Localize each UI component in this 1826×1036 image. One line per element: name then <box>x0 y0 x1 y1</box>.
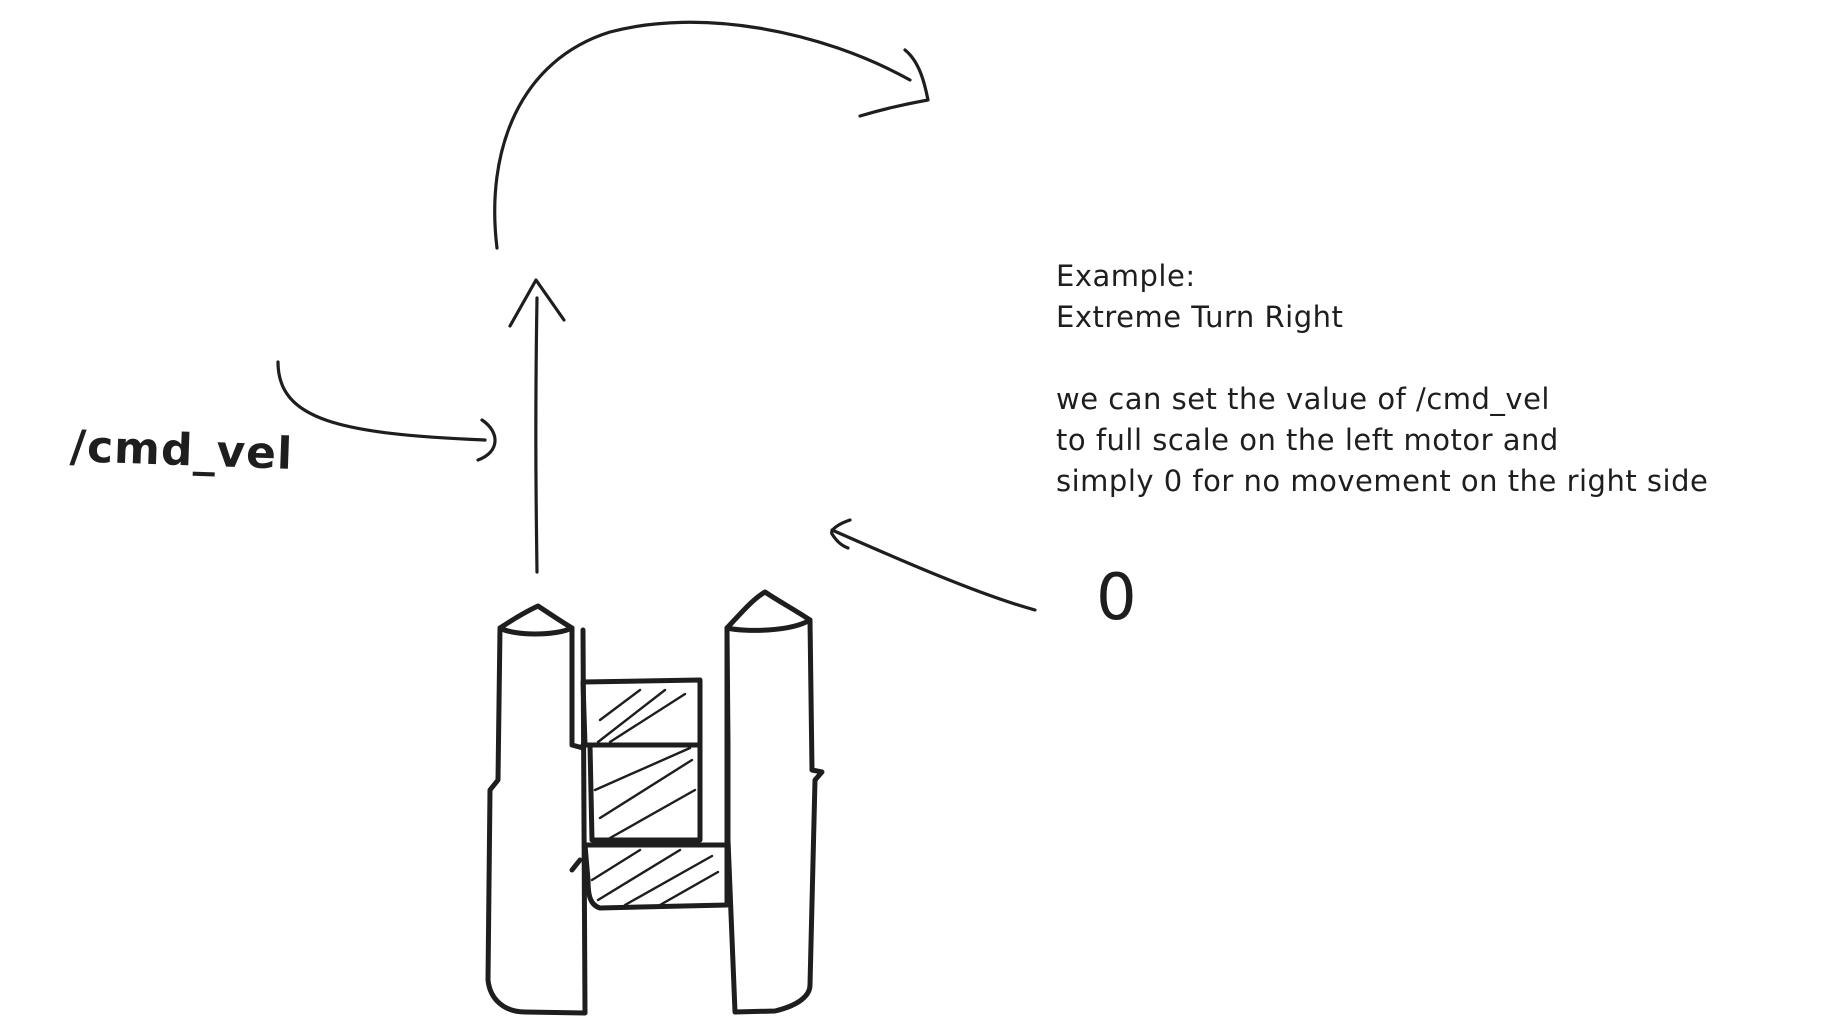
note-line: we can set the value of /cmd_vel <box>1056 382 1550 416</box>
note-title: Example: <box>1056 259 1196 293</box>
zero-speed-label: 0 <box>1096 561 1137 635</box>
note-spacer <box>1056 338 1708 379</box>
cmd-vel-pointer-arrowhead <box>476 418 497 462</box>
note-line: simply 0 for no movement on the right si… <box>1056 464 1709 498</box>
chassis-bottom-bracket <box>582 842 730 911</box>
right-track <box>724 617 825 1015</box>
cmd-vel-topic-label: /cmd_vel <box>69 421 294 480</box>
robot-body <box>485 589 825 1016</box>
note-subtitle: Extreme Turn Right <box>1056 300 1344 334</box>
left-track <box>485 625 588 1016</box>
right-wheel-cap <box>724 589 813 633</box>
forward-arrowhead <box>508 278 566 328</box>
chassis-top-bracket <box>580 677 703 748</box>
zero-pointer-shaft <box>830 528 1037 612</box>
cmd-vel-pointer-curve <box>276 360 487 442</box>
chassis-hatching <box>590 688 720 907</box>
left-wheel-cap <box>497 603 575 637</box>
zero-pointer-arrow <box>830 518 1037 612</box>
left-track-inner-edge <box>569 625 586 751</box>
zero-pointer-arrowhead <box>830 518 852 550</box>
note-line: to full scale on the left motor and <box>1056 423 1559 457</box>
chassis-mid-bracket <box>587 742 703 843</box>
forward-shaft <box>534 296 539 574</box>
turn-right-arc <box>493 20 912 250</box>
turn-right-arrowhead <box>858 48 930 118</box>
left-motor-forward-arrow <box>508 278 566 574</box>
turn-right-arrow <box>493 20 930 250</box>
chassis-left-joint <box>569 857 583 873</box>
example-note: Example: Extreme Turn Right we can set t… <box>1056 256 1708 502</box>
cmd-vel-pointer-arrow <box>276 360 497 462</box>
